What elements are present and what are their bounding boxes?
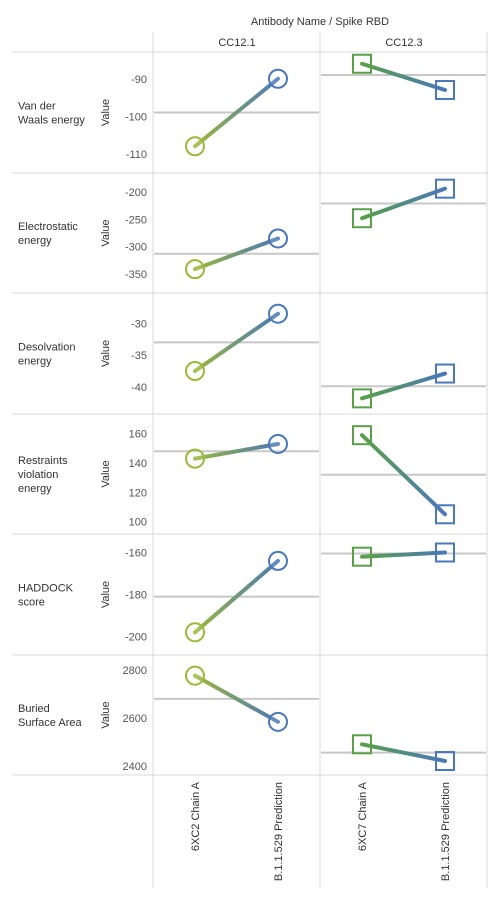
y-axis-label: Value: [100, 99, 112, 126]
y-tick-label: 100: [129, 517, 147, 529]
row-label: Electrostatic: [18, 221, 78, 233]
y-tick-label: -40: [131, 382, 147, 394]
y-tick-label: -30: [131, 318, 147, 330]
end-point-marker: [435, 363, 455, 384]
y-tick-label: -300: [125, 242, 147, 254]
y-tick-label: 120: [129, 487, 147, 499]
row-label: violation: [18, 469, 58, 481]
chart-layer: Van der Waals energy Value -90 -100 -110 Elect…: [12, 32, 488, 888]
y-tick-label: -160: [125, 548, 147, 560]
slope-line: [193, 673, 280, 724]
y-tick-label: -110: [126, 149, 147, 161]
start-point-marker: [185, 136, 205, 157]
y-tick-label: 2800: [123, 665, 147, 677]
row-label: Buried: [18, 703, 50, 715]
x-tick-label: B.1.1.529 Prediction: [440, 782, 452, 881]
start-point-marker: [185, 361, 205, 381]
row-label: HADDOCK: [18, 583, 74, 595]
end-point-marker: [435, 542, 455, 563]
y-tick-label: 2600: [123, 713, 147, 725]
header-title: Antibody Name / Spike RBD: [251, 16, 389, 28]
end-point-marker: [435, 751, 455, 772]
slope-line: [360, 742, 447, 764]
slope-line: [360, 371, 447, 401]
y-axis-label: Value: [100, 340, 112, 367]
end-point-marker: [268, 228, 288, 249]
x-tick-label: 6XC7 Chain A: [357, 781, 369, 851]
end-point-marker: [435, 504, 455, 525]
y-tick-label: 160: [129, 429, 147, 441]
end-point-marker: [268, 433, 288, 454]
y-axis-label: Value: [100, 460, 112, 487]
start-point-marker: [352, 425, 372, 446]
start-point-marker: [352, 53, 372, 74]
slope-line: [360, 550, 447, 559]
start-point-marker: [185, 665, 205, 686]
end-point-marker: [435, 178, 455, 199]
y-tick-label: -200: [125, 187, 147, 199]
start-point-marker: [352, 208, 372, 229]
row-label: Waals energy: [18, 115, 85, 127]
row-label: Desolvation: [18, 342, 75, 354]
end-point-marker: [268, 68, 288, 89]
row-label: Surface Area: [18, 717, 82, 729]
slope-line: [360, 61, 447, 92]
y-tick-label: 140: [129, 458, 147, 470]
start-point-marker: [352, 546, 372, 567]
x-tick-label: 6XC2 Chain A: [190, 781, 202, 851]
y-tick-label: -90: [131, 74, 147, 86]
slope-line: [193, 311, 280, 373]
y-tick-label: -250: [125, 214, 147, 226]
end-point-marker: [268, 303, 288, 324]
start-point-marker: [352, 388, 372, 409]
start-point-marker: [185, 622, 205, 643]
slope-line: [193, 76, 280, 149]
slope-line: [193, 236, 280, 272]
row-label: Van der: [18, 101, 56, 113]
column-header-cc12-3: CC12.3: [385, 37, 422, 49]
slope-line: [193, 558, 280, 635]
end-point-marker: [268, 550, 288, 571]
row-label: score: [18, 597, 45, 609]
y-tick-label: -350: [125, 269, 147, 281]
row-label: energy: [18, 235, 52, 247]
start-point-marker: [185, 448, 205, 469]
start-point-marker: [185, 259, 205, 280]
row-label: Restraints: [18, 455, 68, 467]
end-point-marker: [268, 711, 288, 732]
y-tick-label: -200: [125, 632, 147, 644]
y-axis-label: Value: [100, 581, 112, 608]
y-axis-label: Value: [100, 701, 112, 728]
slope-line: [360, 186, 447, 221]
x-tick-label: B.1.1.529 Prediction: [273, 782, 285, 881]
end-point-marker: [435, 80, 455, 100]
y-tick-label: -35: [131, 350, 147, 362]
y-tick-label: 2400: [123, 761, 147, 773]
y-tick-label: -180: [125, 590, 147, 602]
column-header-cc12-1: CC12.1: [218, 37, 255, 49]
start-point-marker: [352, 734, 372, 755]
slope-line: [193, 441, 280, 461]
slope-line: [360, 433, 447, 517]
row-label: energy: [18, 356, 52, 368]
y-tick-label: -100: [125, 111, 147, 123]
y-axis-label: Value: [100, 219, 112, 246]
row-label: energy: [18, 483, 52, 495]
